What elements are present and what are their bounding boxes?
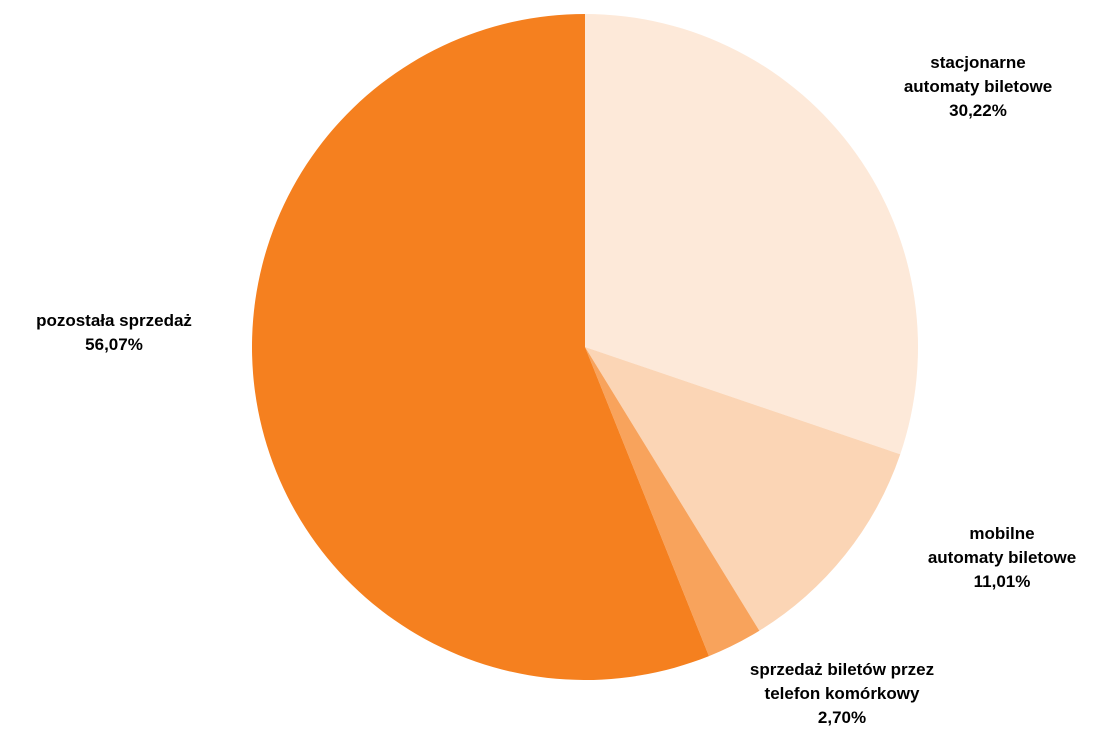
slice-category-label: stacjonarne bbox=[930, 53, 1025, 72]
slice-category-label: sprzedaż biletów przez bbox=[750, 660, 934, 679]
pie-slice-1 bbox=[585, 347, 901, 631]
pie-slices bbox=[251, 14, 919, 680]
pie-slice-2 bbox=[585, 347, 760, 657]
slice-category-label: telefon komórkowy bbox=[765, 684, 920, 703]
slice-category-label: automaty biletowe bbox=[928, 548, 1076, 567]
slice-value-label: 30,22% bbox=[949, 101, 1007, 120]
slice-label-3: pozostała sprzedaż 56,07% bbox=[36, 311, 192, 354]
slice-label-1: mobilne automaty biletowe 11,01% bbox=[928, 524, 1076, 591]
slice-category-label: mobilne bbox=[969, 524, 1034, 543]
pie-slice-0 bbox=[585, 14, 919, 455]
pie-slice-3 bbox=[251, 14, 709, 680]
slice-category-label: automaty biletowe bbox=[904, 77, 1052, 96]
slice-category-label: pozostała sprzedaż bbox=[36, 311, 192, 330]
slice-label-0: stacjonarne automaty biletowe 30,22% bbox=[904, 53, 1052, 120]
slice-value-label: 2,70% bbox=[818, 708, 866, 727]
slice-value-label: 56,07% bbox=[85, 335, 143, 354]
slice-value-label: 11,01% bbox=[974, 572, 1031, 591]
slice-label-2: sprzedaż biletów przez telefon komórkowy 2… bbox=[750, 660, 934, 727]
slice-labels: stacjonarne automaty biletowe 30,22% mobiln… bbox=[36, 53, 1076, 727]
